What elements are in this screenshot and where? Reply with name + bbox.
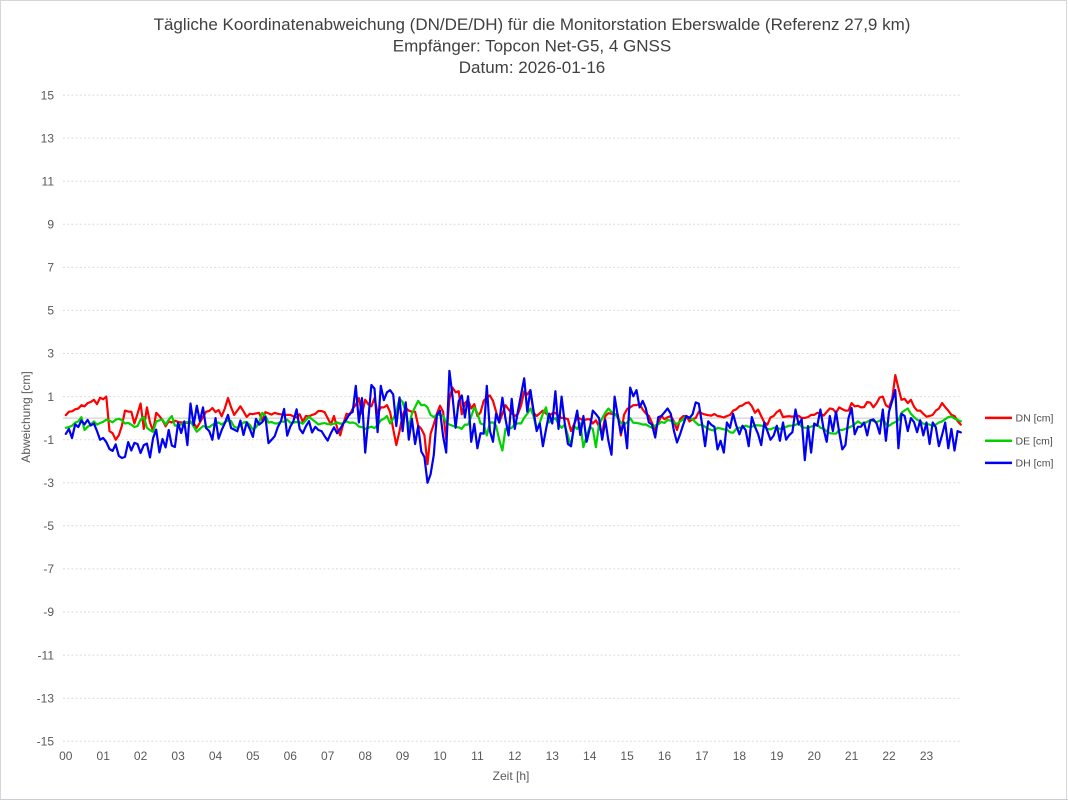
svg-text:00: 00: [59, 749, 73, 763]
svg-text:7: 7: [47, 261, 54, 275]
svg-text:Datum: 2026-01-16: Datum: 2026-01-16: [459, 58, 605, 77]
svg-text:19: 19: [770, 749, 784, 763]
svg-text:08: 08: [359, 749, 373, 763]
svg-text:03: 03: [171, 749, 185, 763]
svg-text:Abweichung [cm]: Abweichung [cm]: [19, 371, 33, 462]
svg-text:Tägliche Koordinatenabweichung: Tägliche Koordinatenabweichung (DN/DE/DH…: [154, 15, 911, 34]
svg-text:02: 02: [134, 749, 148, 763]
svg-text:DN [cm]: DN [cm]: [1016, 413, 1054, 425]
svg-text:07: 07: [321, 749, 335, 763]
svg-text:-13: -13: [37, 691, 55, 705]
svg-text:1: 1: [47, 390, 54, 404]
svg-text:22: 22: [882, 749, 896, 763]
svg-text:9: 9: [47, 218, 54, 232]
svg-text:-1: -1: [43, 433, 54, 447]
svg-text:12: 12: [508, 749, 522, 763]
svg-text:04: 04: [209, 749, 223, 763]
svg-text:16: 16: [658, 749, 672, 763]
svg-text:09: 09: [396, 749, 410, 763]
svg-text:DE [cm]: DE [cm]: [1016, 436, 1053, 448]
svg-text:-7: -7: [43, 562, 54, 576]
svg-text:10: 10: [433, 749, 447, 763]
svg-text:11: 11: [42, 174, 55, 188]
svg-text:06: 06: [284, 749, 298, 763]
svg-text:05: 05: [246, 749, 260, 763]
svg-text:DH [cm]: DH [cm]: [1016, 458, 1054, 470]
svg-text:-9: -9: [43, 605, 54, 619]
svg-text:Empfänger: Topcon Net-G5, 4 GN: Empfänger: Topcon Net-G5, 4 GNSS: [393, 37, 671, 56]
svg-text:-11: -11: [38, 648, 55, 662]
svg-text:15: 15: [620, 749, 634, 763]
svg-text:17: 17: [695, 749, 709, 763]
svg-text:5: 5: [47, 304, 54, 318]
svg-text:-15: -15: [37, 735, 55, 749]
svg-text:23: 23: [920, 749, 934, 763]
svg-text:01: 01: [97, 749, 111, 763]
svg-text:18: 18: [733, 749, 747, 763]
svg-text:-3: -3: [43, 476, 54, 490]
svg-text:15: 15: [41, 88, 55, 102]
svg-text:-5: -5: [43, 519, 54, 533]
svg-text:14: 14: [583, 749, 597, 763]
svg-text:Zeit [h]: Zeit [h]: [493, 769, 530, 783]
svg-text:13: 13: [546, 749, 560, 763]
svg-text:13: 13: [41, 131, 55, 145]
svg-text:11: 11: [471, 749, 484, 763]
svg-text:3: 3: [47, 347, 54, 361]
svg-text:21: 21: [845, 749, 859, 763]
svg-text:20: 20: [808, 749, 822, 763]
